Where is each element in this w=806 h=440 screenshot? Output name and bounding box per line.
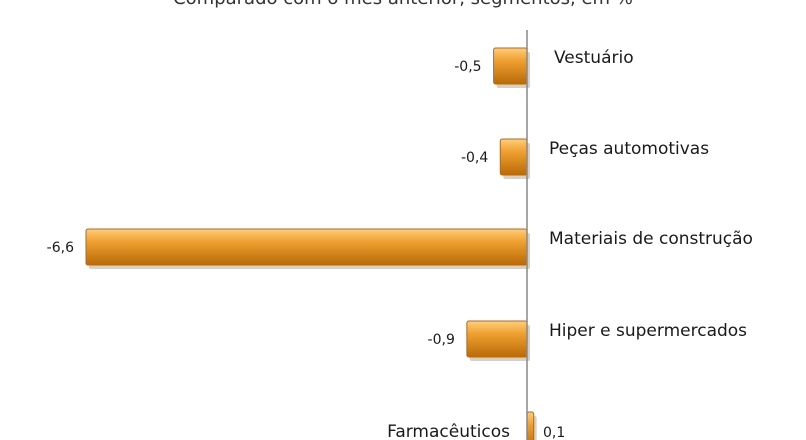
category-label: Peças automotivas (549, 139, 709, 159)
labels-layer: -0,5 Vestuário -0,4 Peças automotivas -6,6 Ma… (47, 48, 753, 440)
chart-subtitle: Comparado com o mês anterior, segmentos,… (0, 0, 806, 9)
value-label: -0,9 (428, 332, 455, 348)
bars-layer (85, 47, 537, 440)
value-label: -6,6 (47, 240, 74, 256)
category-label: Hiper e supermercados (549, 321, 747, 341)
bar (466, 320, 528, 358)
value-label: -0,4 (461, 150, 488, 166)
bar (85, 228, 528, 266)
bar (493, 47, 528, 85)
value-label: -0,5 (454, 59, 481, 75)
category-label: Materiais de construção (549, 229, 753, 249)
bar (499, 138, 528, 176)
category-label: Farmacêuticos (387, 422, 510, 440)
category-label: Vestuário (554, 48, 634, 68)
bar (526, 411, 535, 440)
value-label: 0,1 (543, 425, 565, 440)
